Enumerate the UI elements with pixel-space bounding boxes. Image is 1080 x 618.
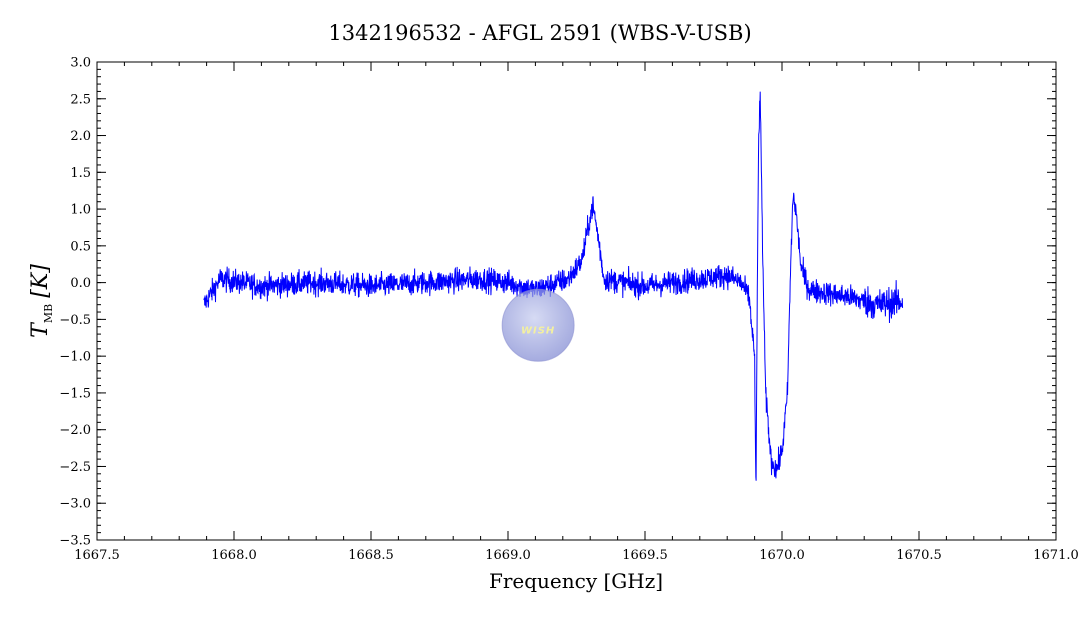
x-tick-label: 1670.5 [896, 548, 942, 563]
y-axis-label-subscript: MB [42, 304, 55, 323]
x-tick-label: 1668.5 [348, 548, 394, 563]
y-tick-label: 1.5 [70, 166, 91, 181]
y-tick-label: 0.0 [70, 276, 91, 291]
axis-tick-labels: 1667.5 1668.0 1668.5 1669.0 1669.5 1670.0 1670… [59, 56, 1078, 564]
y-axis-label: TMB [K] [28, 264, 55, 338]
x-tick-label: 1669.5 [622, 548, 668, 563]
y-tick-label: −0.5 [59, 313, 91, 328]
wish-logo-circle [501, 288, 575, 362]
wish-logo-text: WISH [521, 325, 555, 336]
x-tick-label: 1668.0 [211, 548, 257, 563]
y-tick-label: −1.5 [59, 386, 91, 401]
y-tick-label: 3.0 [70, 56, 91, 71]
x-tick-label: 1667.5 [74, 548, 120, 563]
y-tick-label: −2.5 [59, 460, 91, 475]
y-tick-label: 2.5 [70, 92, 91, 107]
series-line [203, 91, 904, 481]
y-tick-label: −2.0 [59, 423, 91, 438]
y-tick-label: −3.0 [59, 497, 91, 512]
plot-border [96, 61, 1057, 541]
y-axis-label-main: T [28, 321, 53, 338]
wish-logo: WISH [501, 288, 575, 362]
x-tick-label: 1670.0 [759, 548, 805, 563]
x-tick-label: 1669.0 [485, 548, 531, 563]
x-axis-label: Frequency [GHz] [489, 569, 663, 593]
y-tick-label: −1.0 [59, 350, 91, 365]
y-tick-label: 0.5 [70, 239, 91, 254]
x-tick-label: 1671.0 [1033, 548, 1079, 563]
y-tick-label: −3.5 [59, 534, 91, 549]
data-layer [203, 91, 904, 481]
y-tick-label: 1.0 [70, 203, 91, 218]
y-axis-label-unit: [K] [28, 264, 53, 298]
plot-frame [96, 61, 1057, 541]
y-tick-label: 2.0 [70, 129, 91, 144]
axis-ticks [96, 61, 1057, 541]
chart-title: 1342196532 - AFGL 2591 (WBS-V-USB) [328, 21, 751, 45]
